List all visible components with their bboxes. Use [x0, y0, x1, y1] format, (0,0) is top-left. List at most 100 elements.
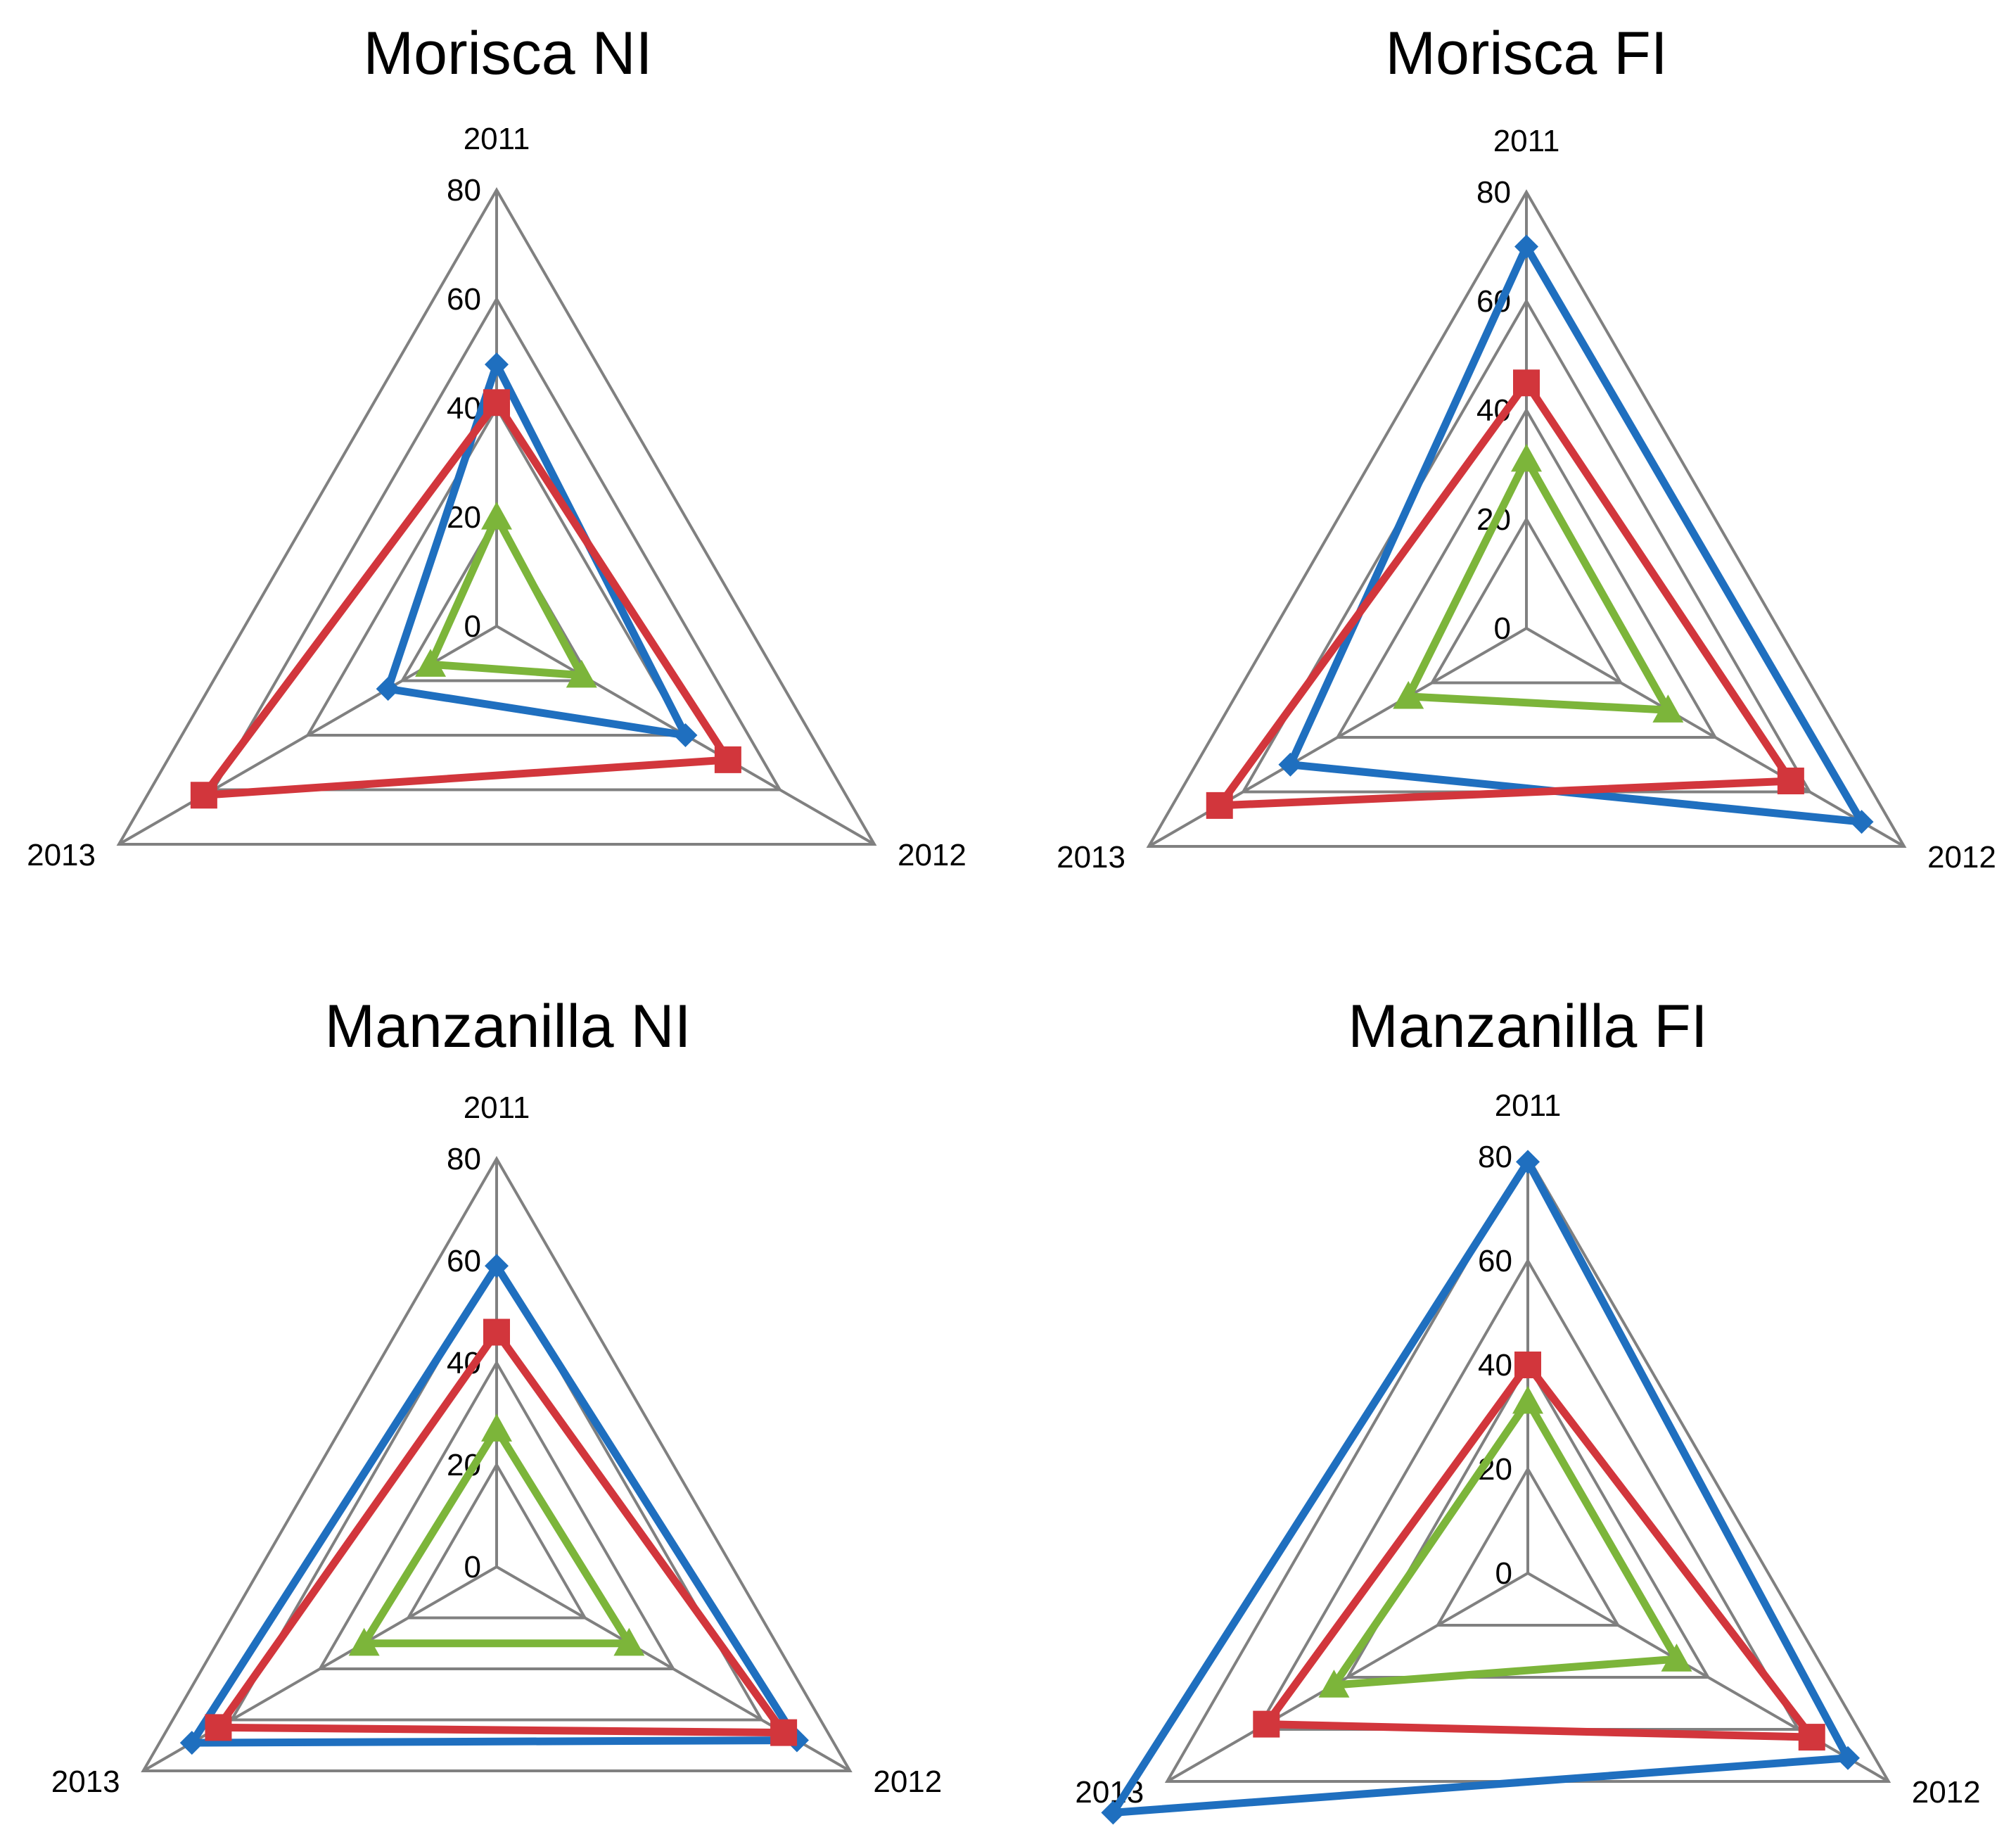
data-point-diamond — [485, 1254, 509, 1278]
series-line — [210, 1326, 791, 1737]
data-point-square — [1206, 792, 1233, 819]
tick-label: 80 — [1478, 1140, 1512, 1174]
tick-label: 0 — [1495, 1556, 1512, 1591]
data-point-diamond — [1516, 1150, 1540, 1174]
tick-label: 60 — [447, 282, 481, 317]
grid-ring — [1345, 1361, 1711, 1679]
series-line — [1105, 1154, 1854, 1817]
series-line — [1326, 1394, 1683, 1690]
axis-label: 2012 — [873, 1765, 942, 1799]
tick-label: 0 — [464, 1550, 481, 1584]
tick-label: 60 — [447, 1244, 481, 1278]
axis-label: 2013 — [1057, 840, 1125, 875]
series-2 — [205, 1318, 798, 1746]
data-point-triangle — [613, 1627, 645, 1656]
data-point-diamond — [1278, 752, 1303, 777]
grid-ring — [1429, 516, 1623, 685]
data-point-triangle — [1318, 1670, 1350, 1698]
series-2 — [1253, 1352, 1825, 1751]
data-point-square — [190, 782, 217, 809]
data-point-triangle — [566, 659, 597, 688]
axis-label: 2011 — [1493, 124, 1560, 158]
series-line — [1402, 451, 1676, 715]
grid-ring — [210, 295, 783, 792]
axis-spoke — [1166, 1572, 1529, 1783]
data-point-triangle — [481, 502, 512, 530]
chart-title: Manzanilla NI — [325, 993, 691, 1060]
series-1 — [376, 352, 698, 747]
chart-title: Morisca NI — [364, 20, 653, 87]
axis-spoke — [142, 1565, 497, 1772]
grid-ring — [116, 187, 877, 846]
data-point-square — [714, 746, 741, 773]
data-point-diamond — [376, 677, 400, 701]
chart-title: Morisca FI — [1385, 20, 1667, 87]
data-point-diamond — [673, 723, 698, 747]
axis-spoke — [1526, 627, 1905, 848]
grid-ring — [405, 1461, 588, 1620]
grid-ring — [305, 405, 688, 737]
axis-label: 2012 — [1927, 840, 1996, 875]
series-line — [1211, 376, 1798, 810]
tick-label: 0 — [1494, 611, 1511, 646]
series-3 — [1393, 443, 1684, 723]
data-point-diamond — [1849, 810, 1874, 834]
data-point-triangle — [481, 1413, 512, 1442]
series-1 — [1101, 1150, 1861, 1825]
data-point-triangle — [1652, 694, 1684, 723]
tick-label: 0 — [464, 609, 481, 644]
tick-label: 40 — [1478, 1348, 1512, 1382]
data-point-square — [205, 1714, 232, 1741]
data-point-triangle — [1512, 1385, 1543, 1414]
tick-label: 80 — [1476, 175, 1511, 210]
tick-label: 60 — [1478, 1244, 1512, 1278]
data-point-square — [1777, 768, 1804, 794]
data-point-triangle — [1511, 443, 1542, 472]
axis-label: 2011 — [464, 122, 530, 156]
series-line — [357, 1421, 637, 1648]
axis-label: 2012 — [898, 838, 966, 872]
series-line — [424, 508, 589, 680]
data-point-triangle — [415, 649, 447, 677]
series-3 — [1318, 1385, 1692, 1698]
series-1 — [1278, 234, 1874, 834]
axis-label: 2011 — [1495, 1088, 1562, 1123]
data-point-square — [1253, 1710, 1280, 1738]
axis-label: 2012 — [1912, 1775, 1981, 1810]
data-point-diamond — [485, 352, 509, 376]
axis-label: 2013 — [51, 1765, 120, 1799]
data-point-square — [483, 389, 510, 417]
series-line — [1258, 1358, 1820, 1741]
data-point-square — [1514, 1352, 1541, 1378]
series-3 — [348, 1413, 645, 1656]
axis-spoke — [1526, 1572, 1889, 1783]
data-point-triangle — [348, 1627, 380, 1656]
data-point-diamond — [1836, 1746, 1861, 1770]
grid-ring — [317, 1359, 676, 1670]
grid-ring — [229, 1258, 765, 1722]
data-point-triangle — [1661, 1644, 1692, 1672]
grid-ring — [1335, 407, 1718, 739]
axis-label: 2013 — [27, 838, 96, 872]
data-point-triangle — [1393, 680, 1424, 709]
series-2 — [1206, 369, 1804, 819]
series-line — [196, 395, 735, 800]
series-3 — [415, 502, 597, 688]
data-point-square — [483, 1318, 510, 1346]
tick-label: 80 — [447, 1142, 481, 1176]
chart-title: Manzanilla FI — [1348, 993, 1707, 1060]
data-point-square — [1513, 369, 1540, 397]
tick-label: 80 — [447, 173, 481, 208]
grid-ring — [141, 1155, 853, 1772]
grid-ring — [1146, 189, 1907, 848]
data-point-square — [770, 1719, 798, 1746]
data-point-diamond — [179, 1731, 204, 1755]
series-line — [184, 1259, 804, 1747]
data-point-diamond — [1101, 1800, 1125, 1825]
series-2 — [190, 389, 741, 809]
